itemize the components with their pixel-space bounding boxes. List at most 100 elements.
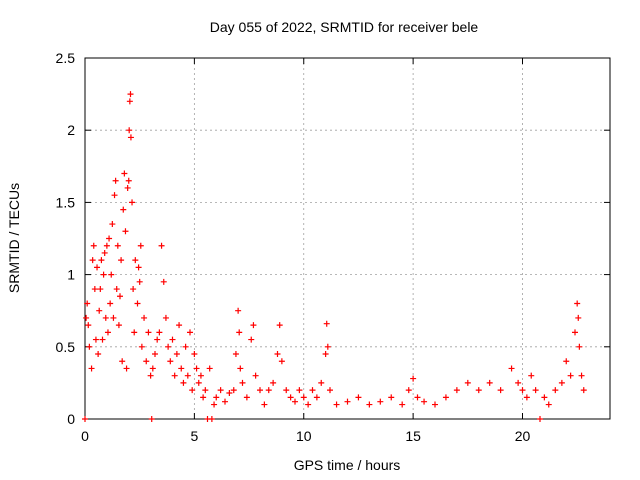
data-point: [154, 336, 161, 343]
data-point: [287, 394, 294, 401]
data-point: [165, 343, 172, 350]
data-point: [464, 379, 471, 386]
data-point: [410, 375, 417, 382]
data-point: [173, 351, 180, 358]
data-point: [197, 372, 204, 379]
data-point: [213, 394, 220, 401]
data-point: [121, 170, 128, 177]
data-point: [222, 398, 228, 405]
data-point: [243, 394, 250, 401]
data-point: [572, 329, 578, 336]
data-point: [100, 271, 107, 278]
data-point: [355, 394, 362, 401]
data-point: [115, 322, 122, 329]
data-point: [101, 249, 108, 256]
data-point: [122, 228, 129, 235]
data-point: [89, 257, 96, 264]
data-point: [208, 416, 215, 422]
y-tick-label: 0: [67, 411, 75, 427]
data-point: [189, 387, 196, 394]
data-point: [261, 401, 268, 408]
data-point: [145, 329, 152, 336]
data-point: [486, 379, 493, 386]
data-point: [176, 322, 183, 329]
data-point: [276, 322, 283, 329]
data-point: [187, 329, 193, 336]
data-point: [94, 264, 101, 271]
data-point: [200, 394, 207, 401]
data-point: [442, 394, 449, 401]
data-point: [135, 264, 142, 271]
data-point: [575, 314, 582, 321]
data-point: [148, 416, 155, 422]
data-point: [576, 343, 583, 350]
data-point: [377, 398, 384, 405]
data-point: [129, 199, 136, 206]
data-point: [226, 390, 233, 397]
data-point: [211, 401, 218, 408]
y-tick-label: 2.5: [56, 50, 76, 66]
data-point: [453, 387, 460, 394]
data-point: [399, 401, 406, 408]
data-point: [83, 314, 90, 321]
data-point: [206, 365, 213, 372]
data-point: [305, 401, 312, 408]
grid-lines: [85, 58, 610, 419]
data-point: [86, 343, 93, 350]
data-point: [132, 257, 139, 264]
data-point: [147, 372, 154, 379]
data-point: [532, 387, 539, 394]
data-point: [98, 257, 105, 264]
data-point: [366, 401, 373, 408]
data-point: [278, 358, 285, 365]
data-point: [162, 314, 169, 321]
data-point: [580, 387, 587, 394]
data-point: [127, 91, 134, 98]
data-point: [102, 314, 109, 321]
data-point: [318, 379, 325, 386]
data-point: [545, 401, 552, 408]
data-point: [118, 257, 125, 264]
data-point: [117, 293, 123, 300]
data-point: [158, 242, 165, 249]
data-point: [296, 387, 303, 394]
data-point: [126, 127, 133, 134]
data-point: [141, 314, 148, 321]
data-point: [248, 336, 255, 343]
data-point: [107, 300, 114, 307]
data-point: [124, 184, 131, 191]
data-point: [578, 372, 585, 379]
data-point: [125, 177, 132, 184]
data-point: [230, 387, 237, 394]
x-tick-label: 10: [296, 428, 312, 444]
data-point: [114, 242, 121, 249]
chart-title: Day 055 of 2022, SRMTID for receiver bel…: [210, 19, 479, 35]
x-axis-label: GPS time / hours: [294, 457, 401, 473]
data-point: [91, 286, 98, 293]
data-point: [558, 379, 565, 386]
data-point: [515, 379, 522, 386]
data-point: [96, 307, 103, 314]
y-axis-label: SRMTID / TECUs: [6, 183, 22, 293]
data-point: [217, 387, 224, 394]
x-tick-label: 15: [405, 428, 421, 444]
data-point: [169, 336, 176, 343]
y-tick-label: 0.5: [56, 339, 76, 355]
data-point: [313, 394, 320, 401]
data-point: [300, 394, 307, 401]
x-tick-label: 5: [190, 428, 198, 444]
data-point: [283, 387, 290, 394]
y-tick-label: 1.5: [56, 194, 76, 210]
y-tick-label: 2: [67, 122, 75, 138]
data-point: [333, 401, 340, 408]
data-point: [106, 235, 113, 242]
data-point: [519, 387, 526, 394]
data-point: [322, 351, 329, 358]
data-point: [99, 336, 106, 343]
data-point: [323, 320, 330, 327]
data-point: [250, 322, 257, 329]
data-point: [127, 134, 134, 141]
data-point: [528, 372, 535, 379]
